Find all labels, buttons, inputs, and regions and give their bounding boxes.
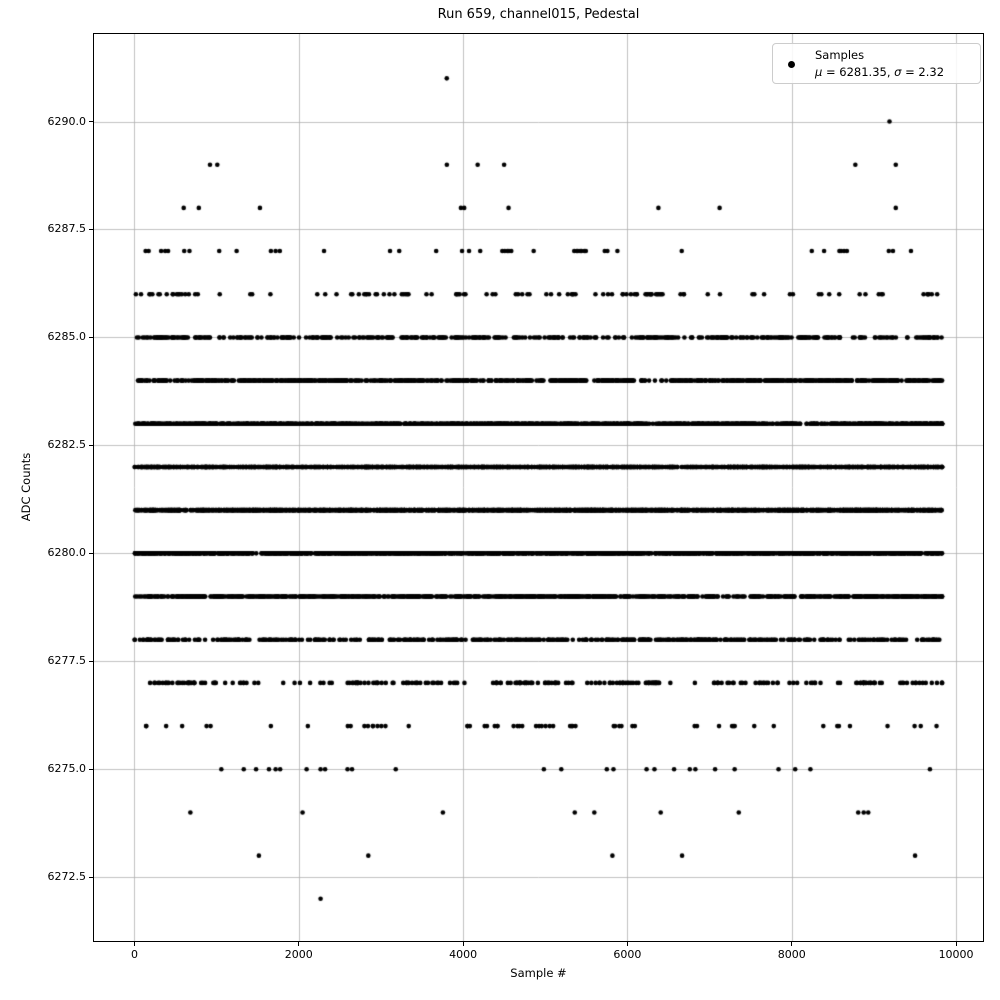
legend-text: Samples μ = 6281.35, σ = 2.32 <box>815 47 944 81</box>
legend-entry-samples: Samples <box>815 48 865 62</box>
legend-sigma-value: = 2.32 <box>901 65 945 79</box>
y-tick-mark <box>89 336 93 338</box>
y-tick-label: 6277.5 <box>47 654 87 668</box>
x-tick-label: 8000 <box>777 948 806 961</box>
legend: Samples μ = 6281.35, σ = 2.32 <box>772 43 981 84</box>
y-tick-mark <box>89 768 93 770</box>
legend-sample-marker-icon <box>788 61 795 68</box>
x-tick-mark <box>626 942 628 946</box>
y-tick-mark <box>89 552 93 554</box>
plot-title: Run 659, channel015, Pedestal <box>437 7 640 22</box>
y-axis-label: ADC Counts <box>19 452 33 522</box>
y-tick-mark <box>89 228 93 230</box>
y-tick-mark <box>89 121 93 123</box>
y-tick-label: 6275.0 <box>47 762 87 776</box>
x-tick-mark <box>955 942 957 946</box>
x-tick-mark <box>133 942 135 946</box>
y-tick-mark <box>89 660 93 662</box>
y-tick-mark <box>89 444 93 446</box>
x-tick-label: 4000 <box>449 948 478 961</box>
legend-mu-symbol: μ <box>815 65 823 79</box>
x-tick-mark <box>791 942 793 946</box>
y-tick-label: 6272.5 <box>47 870 87 884</box>
y-tick-label: 6290.0 <box>47 114 87 128</box>
y-tick-label: 6285.0 <box>47 330 87 344</box>
plot-area-canvas <box>93 33 984 942</box>
legend-sigma-symbol: σ <box>894 65 902 79</box>
x-tick-label: 2000 <box>284 948 313 961</box>
x-tick-mark <box>462 942 464 946</box>
y-tick-mark <box>89 876 93 878</box>
legend-mu-value: = 6281.35, <box>822 65 895 79</box>
x-tick-label: 10000 <box>938 948 974 961</box>
y-tick-label: 6282.5 <box>47 438 87 452</box>
x-axis-label: Sample # <box>510 966 567 980</box>
x-tick-label: 0 <box>130 948 138 961</box>
y-tick-label: 6280.0 <box>47 546 87 560</box>
x-tick-mark <box>298 942 300 946</box>
y-tick-label: 6287.5 <box>47 222 87 236</box>
x-tick-label: 6000 <box>613 948 642 961</box>
